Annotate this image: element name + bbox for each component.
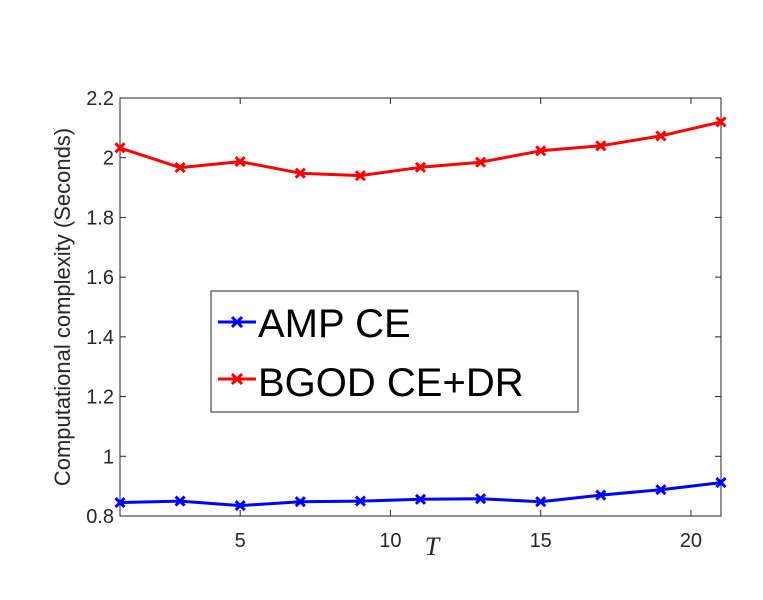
y-tick-label: 1.4 — [86, 327, 114, 349]
y-tick-label: 1.6 — [86, 267, 114, 289]
data-point-bgod-ce-dr — [294, 167, 306, 179]
data-point-amp-ce — [595, 489, 607, 501]
data-point-amp-ce — [475, 493, 487, 505]
legend-marker-amp-ce — [230, 315, 244, 329]
y-tick-label: 1.2 — [86, 387, 114, 409]
x-tick-label: 20 — [680, 530, 702, 552]
data-point-bgod-ce-dr — [715, 116, 727, 128]
series-bgod-ce-dr — [114, 116, 727, 182]
data-point-amp-ce — [294, 496, 306, 508]
y-tick-label: 0.8 — [86, 506, 114, 528]
data-point-amp-ce — [655, 484, 667, 496]
legend-label-amp-ce: AMP CE — [258, 302, 411, 346]
y-tick-label: 2 — [103, 148, 114, 170]
data-point-bgod-ce-dr — [655, 130, 667, 142]
data-point-bgod-ce-dr — [354, 170, 366, 182]
legend: AMP CE BGOD CE+DR — [210, 290, 579, 413]
data-point-amp-ce — [174, 495, 186, 507]
data-point-bgod-ce-dr — [234, 156, 246, 168]
data-point-bgod-ce-dr — [174, 162, 186, 174]
y-tick-label: 2.2 — [86, 88, 114, 110]
data-point-bgod-ce-dr — [414, 161, 427, 173]
series-layer — [114, 116, 727, 512]
data-point-amp-ce — [234, 499, 246, 512]
x-tick-label: 10 — [379, 530, 401, 552]
data-point-amp-ce — [114, 497, 126, 509]
data-point-amp-ce — [535, 496, 547, 508]
legend-box — [210, 290, 579, 413]
data-point-bgod-ce-dr — [475, 156, 487, 168]
legend-entry-bgod-ce-dr: BGOD CE+DR — [218, 361, 524, 405]
data-point-bgod-ce-dr — [535, 145, 547, 157]
y-tick-label: 1.8 — [86, 207, 114, 229]
x-axis: 5 10 15 20 — [235, 98, 702, 552]
y-axis-label: Computational complexity (Seconds) — [50, 128, 75, 486]
x-tick-label: 15 — [530, 530, 552, 552]
y-axis: 0.8 1 1.2 1.4 1.6 1.8 2 2.2 — [86, 88, 721, 528]
series-amp-ce — [114, 476, 727, 512]
data-point-amp-ce — [414, 493, 427, 505]
data-point-amp-ce — [354, 495, 366, 507]
data-point-amp-ce — [715, 476, 727, 489]
data-point-bgod-ce-dr — [114, 142, 126, 154]
legend-label-bgod-ce-dr: BGOD CE+DR — [258, 361, 524, 405]
y-tick-label: 1 — [103, 446, 114, 468]
x-tick-label: 5 — [235, 530, 246, 552]
data-point-bgod-ce-dr — [595, 140, 607, 152]
legend-marker-bgod-ce-dr — [230, 372, 244, 386]
legend-entry-amp-ce: AMP CE — [218, 302, 411, 346]
x-axis-label: T — [425, 532, 441, 561]
